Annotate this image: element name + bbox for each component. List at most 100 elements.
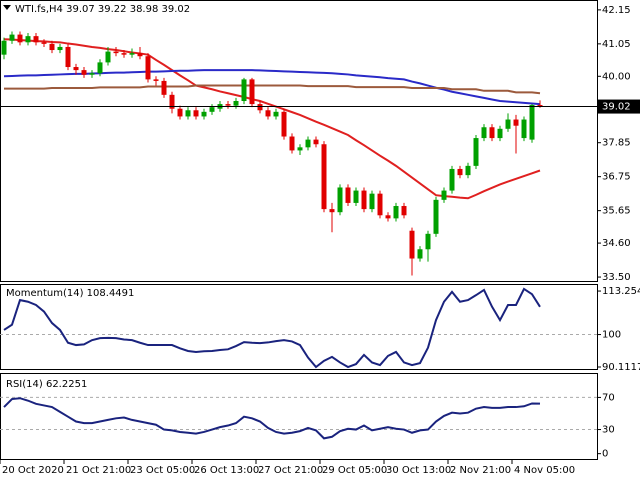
y-tick-label: 37.85 [602,138,631,149]
candle-body [129,53,135,55]
candle-body [257,104,263,111]
candle-body [313,139,319,145]
candle-body [425,233,431,250]
candle-body [337,187,343,213]
candle-body [289,136,295,151]
candle-body [17,34,23,43]
y-tick-label: 35.65 [602,206,631,217]
candle-body [497,128,503,139]
candle-body [489,127,495,139]
x-tick-label: 20 Oct 2020 [2,465,64,476]
candle-body [145,56,151,80]
x-tick-label: 4 Nov 05:00 [514,465,575,476]
candle-body [121,53,127,55]
candle-body [505,119,511,129]
candle-body [297,147,303,151]
candle-body [417,249,423,259]
x-tick-label: 30 Oct 13:00 [386,465,451,476]
chart-title: WTI.fs,H4 39.07 39.22 38.98 39.02 [15,4,190,15]
candle-body [177,108,183,117]
y-tick-label: 30 [602,425,615,436]
rsi-title: RSI(14) 62.2251 [6,379,87,390]
candle-body [233,101,239,106]
candle-body [433,199,439,234]
candle-body [249,79,255,105]
candle-body [353,190,359,203]
y-tick-label: 34.60 [602,238,631,249]
candle-body [1,40,7,55]
candle-body [281,111,287,137]
candle-body [441,190,447,200]
candle-body [193,110,199,117]
y-tick-label: 0 [602,449,608,460]
candle-body [89,73,95,75]
x-tick-label: 23 Oct 05:00 [130,465,195,476]
candle-body [537,105,543,107]
candle-body [161,80,167,95]
candle-body [329,209,335,213]
candle-body [393,206,399,219]
indicator-line [3,397,541,440]
candle-body [401,206,407,216]
y-tick-label: 41.05 [602,39,631,50]
x-tick-label: 26 Oct 13:00 [194,465,259,476]
candle-body [305,139,311,148]
candle-body [137,53,143,57]
candle-body [81,70,87,75]
price-label: 39.02 [602,102,631,113]
y-tick-label: 90.1117 [602,362,640,373]
momentum-title: Momentum(14) 108.4491 [6,288,134,299]
candle-body [273,111,279,117]
candle-body [377,193,383,216]
candle-body [385,215,391,219]
x-tick-label: 21 Oct 21:00 [66,465,131,476]
candle-body [9,34,15,41]
x-tick-label: 2 Nov 21:00 [450,465,511,476]
candle-body [465,165,471,176]
candle-body [529,105,535,140]
candle-body [457,168,463,176]
y-tick-label: 33.50 [602,272,631,283]
candle-body [113,51,119,54]
candle-body [185,110,191,117]
candle-body [361,190,367,210]
candle-body [209,107,215,112]
candle-body [481,127,487,139]
candle-body [41,42,47,44]
candle-body [345,187,351,203]
candle-body [97,62,103,74]
candle-body [241,79,247,102]
menu-icon [3,5,11,10]
panel-frame [0,284,598,370]
candle-body [33,36,39,43]
candle-body [73,67,79,71]
x-tick-label: 29 Oct 05:00 [322,465,387,476]
candle-body [321,144,327,210]
candle-body [105,51,111,63]
candle-body [265,110,271,117]
panel-frame [0,373,598,460]
candle-body [25,36,31,43]
candle-body [49,43,55,51]
candle-body [473,138,479,166]
y-tick-label: 100 [602,330,621,341]
candle-body [225,104,231,106]
candle-body [65,46,71,68]
price-label-bg [598,99,640,114]
y-tick-label: 70 [602,392,615,403]
candle-body [409,230,415,259]
y-tick-label: 40.00 [602,71,631,82]
candle-body [57,46,63,51]
y-tick-label: 42.15 [602,5,631,16]
candle-body [521,119,527,139]
candle-body [169,94,175,109]
indicator-line [3,287,541,369]
candle-body [153,79,159,81]
panel-frame [0,0,598,282]
candle-body [201,111,207,117]
candle-body [513,119,519,126]
candle-body [369,193,375,210]
x-tick-label: 27 Oct 21:00 [258,465,323,476]
